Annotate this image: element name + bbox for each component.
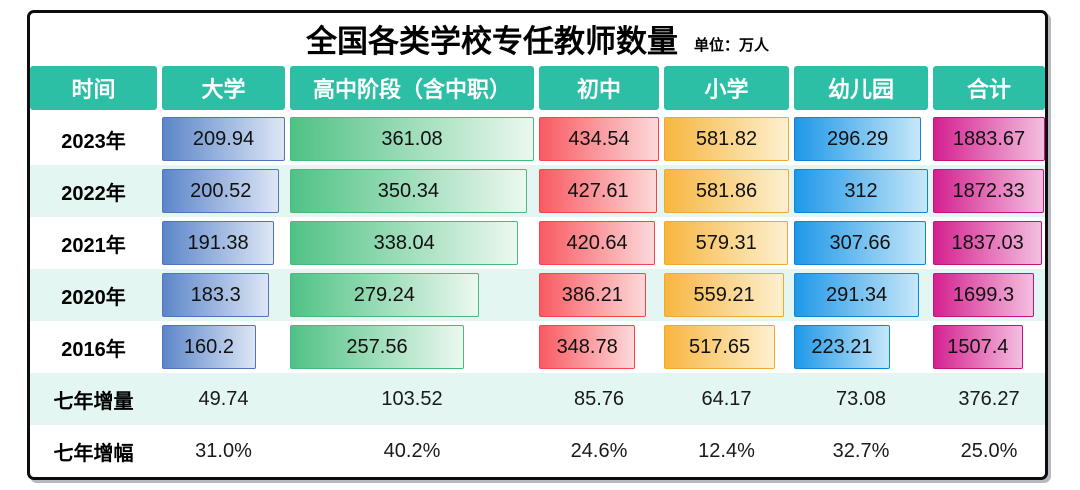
table-cell: 291.34 <box>794 269 928 321</box>
data-bar: 1872.33 <box>933 169 1045 213</box>
data-bar: 581.86 <box>664 169 789 213</box>
table-cell: 183.3 <box>162 269 285 321</box>
data-bar: 559.21 <box>664 273 785 317</box>
data-bar: 312 <box>794 169 928 213</box>
row-label: 七年增幅 <box>53 442 134 465</box>
column-header-university: 大学 <box>162 66 285 110</box>
table-cell: 25.0% <box>960 439 1018 462</box>
row-label: 2022年 <box>61 182 126 205</box>
data-bar: 420.64 <box>539 221 656 265</box>
table-cell: 85.76 <box>573 387 625 410</box>
row-label: 2021年 <box>61 234 126 257</box>
table-cell: 32.7% <box>832 439 890 462</box>
data-bar: 296.29 <box>794 117 922 161</box>
data-bar: 427.61 <box>539 169 658 213</box>
table-cell: 24.6% <box>570 439 628 462</box>
data-bar: 257.56 <box>290 325 465 369</box>
column-header-kindergarten: 幼儿园 <box>794 66 928 110</box>
data-bar: 307.66 <box>794 221 927 265</box>
data-bar: 1837.03 <box>933 221 1043 265</box>
table-row: 2020年 183.3 279.24 386.21 559.21 291.34 … <box>30 269 1045 321</box>
table-cell: 279.24 <box>290 269 534 321</box>
table-cell: 1872.33 <box>933 165 1045 217</box>
table-cell: 1699.3 <box>933 269 1045 321</box>
table-cell: 348.78 <box>539 321 659 373</box>
page-title: 全国各类学校专任教师数量 <box>305 23 678 59</box>
data-bar: 191.38 <box>162 221 275 265</box>
table-cell: 517.65 <box>664 321 789 373</box>
table-cell: 223.21 <box>794 321 928 373</box>
column-header-total: 合计 <box>933 66 1045 110</box>
table-cell: 581.82 <box>664 113 789 165</box>
data-bar: 209.94 <box>162 117 285 161</box>
table-cell: 209.94 <box>162 113 285 165</box>
table-cell: 361.08 <box>290 113 534 165</box>
table-row: 2016年 160.2 257.56 348.78 517.65 223.21 … <box>30 321 1045 373</box>
title-bar: 全国各类学校专任教师数量 单位：万人 <box>30 13 1045 63</box>
data-bar: 223.21 <box>794 325 890 369</box>
table-cell: 103.52 <box>381 387 443 410</box>
table-cell: 1883.67 <box>933 113 1045 165</box>
data-bar: 279.24 <box>290 273 479 317</box>
data-bar: 183.3 <box>162 273 270 317</box>
data-bar: 348.78 <box>539 325 636 369</box>
column-header-juniorhigh: 初中 <box>539 66 659 110</box>
data-bar: 581.82 <box>664 117 789 161</box>
table-cell: 427.61 <box>539 165 659 217</box>
table-cell: 200.52 <box>162 165 285 217</box>
data-bar: 160.2 <box>162 325 256 369</box>
data-bar: 1507.4 <box>933 325 1023 369</box>
table-cell: 160.2 <box>162 321 285 373</box>
row-label: 2016年 <box>61 338 126 361</box>
data-bar: 338.04 <box>290 221 519 265</box>
column-header-primary: 小学 <box>664 66 789 110</box>
table-row: 2023年 209.94 361.08 434.54 581.82 296.29… <box>30 113 1045 165</box>
data-bar: 1699.3 <box>933 273 1035 317</box>
table-cell: 350.34 <box>290 165 534 217</box>
data-bar: 291.34 <box>794 273 920 317</box>
data-bar: 517.65 <box>664 325 776 369</box>
data-bar: 1883.67 <box>933 117 1045 161</box>
table-cell: 73.08 <box>835 387 887 410</box>
infographic-table: 全国各类学校专任教师数量 单位：万人 时间 大学 高中阶段（含中职） 初中 小学… <box>27 10 1048 480</box>
table-row-growth: 七年增幅 31.0% 40.2% 24.6% 12.4% 32.7% 25.0% <box>30 425 1045 477</box>
row-label: 2023年 <box>61 130 126 153</box>
data-bar: 434.54 <box>539 117 659 161</box>
row-label: 七年增量 <box>53 390 134 413</box>
unit-label: 单位：万人 <box>693 36 769 54</box>
row-label: 2020年 <box>61 286 126 309</box>
table-cell: 386.21 <box>539 269 659 321</box>
table-cell: 307.66 <box>794 217 928 269</box>
table-cell: 1837.03 <box>933 217 1045 269</box>
table-cell: 64.17 <box>701 387 752 410</box>
table-cell: 31.0% <box>195 439 252 462</box>
table-cell: 434.54 <box>539 113 659 165</box>
table-cell: 312 <box>794 165 928 217</box>
table-cell: 338.04 <box>290 217 534 269</box>
column-header-time: 时间 <box>30 66 157 110</box>
table-cell: 1507.4 <box>933 321 1045 373</box>
table-cell: 559.21 <box>664 269 789 321</box>
table-cell: 257.56 <box>290 321 534 373</box>
table-row-increment: 七年增量 49.74 103.52 85.76 64.17 73.08 376.… <box>30 373 1045 425</box>
table-cell: 12.4% <box>698 439 755 462</box>
table-row: 2021年 191.38 338.04 420.64 579.31 307.66… <box>30 217 1045 269</box>
table-row: 2022年 200.52 350.34 427.61 581.86 312 18… <box>30 165 1045 217</box>
table-cell: 49.74 <box>198 387 249 410</box>
table-cell: 40.2% <box>383 439 441 462</box>
data-bar: 350.34 <box>290 169 527 213</box>
header-row: 时间 大学 高中阶段（含中职） 初中 小学 幼儿园 合计 <box>30 63 1045 113</box>
data-bar: 386.21 <box>539 273 646 317</box>
data-bar: 200.52 <box>162 169 280 213</box>
table-cell: 420.64 <box>539 217 659 269</box>
data-bar: 579.31 <box>664 221 789 265</box>
table-cell: 191.38 <box>162 217 285 269</box>
table-cell: 581.86 <box>664 165 789 217</box>
column-header-highschool: 高中阶段（含中职） <box>290 66 534 110</box>
table-cell: 296.29 <box>794 113 928 165</box>
table-cell: 579.31 <box>664 217 789 269</box>
data-bar: 361.08 <box>290 117 534 161</box>
table-cell: 376.27 <box>958 387 1020 410</box>
